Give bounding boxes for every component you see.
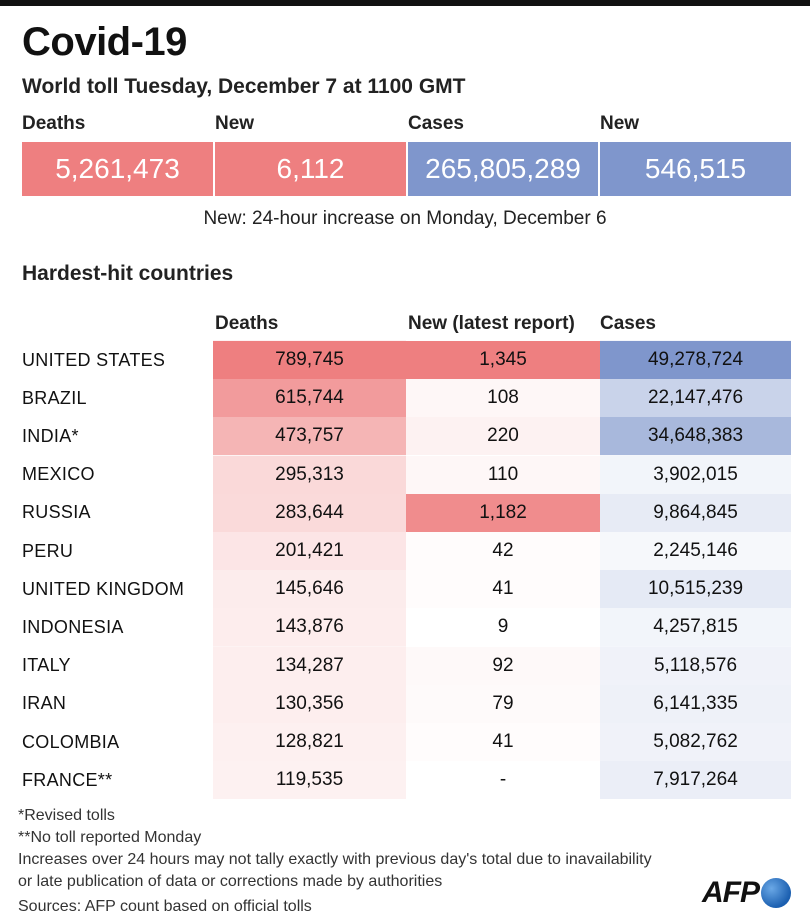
deaths-cell: 143,876: [213, 608, 406, 647]
page-subtitle: World toll Tuesday, December 7 at 1100 G…: [22, 75, 466, 98]
deaths-cell: 201,421: [213, 532, 406, 570]
deaths-cell: 130,356: [213, 684, 406, 723]
summary-new-deaths-box: 6,112: [215, 142, 406, 196]
country-name: UNITED STATES: [22, 349, 166, 370]
footnote-increases-1: Increases over 24 hours may not tally ex…: [18, 851, 652, 868]
table-row: IRAN 130,356 79 6,141,335: [0, 684, 810, 723]
country-name: PERU: [22, 540, 74, 561]
new-deaths-cell: 110: [406, 455, 600, 494]
country-name: BRAZIL: [22, 387, 87, 408]
afp-logo-text: AFP: [702, 876, 760, 909]
summary-cases-box: 265,805,289: [408, 142, 598, 196]
deaths-cell: 283,644: [213, 493, 406, 532]
country-name: MEXICO: [22, 464, 95, 485]
summary-new-cases-value: 546,515: [644, 153, 747, 184]
country-name: ITALY: [22, 655, 71, 676]
table-row: INDONESIA 143,876 9 4,257,815: [0, 608, 810, 647]
footnote-no-toll: **No toll reported Monday: [18, 829, 202, 846]
page-title: Covid-19: [22, 20, 187, 64]
deaths-cell: 789,745: [213, 341, 406, 379]
new-deaths-cell: 92: [406, 646, 600, 685]
new-deaths-cell: 41: [406, 570, 600, 609]
summary-new-cases-box: 546,515: [600, 142, 791, 196]
country-name: COLOMBIA: [22, 731, 120, 752]
country-name: FRANCE**: [22, 769, 113, 790]
table-row: INDIA* 473,757 220 34,648,383: [0, 417, 810, 456]
new-deaths-cell: 1,182: [406, 493, 600, 532]
country-name: UNITED KINGDOM: [22, 578, 185, 599]
cases-cell: 22,147,476: [600, 379, 791, 418]
afp-globe-icon: [761, 878, 791, 908]
new-deaths-cell: -: [499, 769, 507, 791]
new-deaths-cell: 9: [497, 616, 509, 638]
new-deaths-cell: 42: [406, 532, 600, 570]
deaths-cell: 128,821: [213, 723, 406, 761]
country-name: INDONESIA: [22, 616, 124, 637]
deaths-cell: 615,744: [213, 379, 406, 418]
table-row: FRANCE** 119,535 - 7,917,264: [0, 761, 810, 800]
country-name: RUSSIA: [22, 502, 91, 523]
section-title: Hardest-hit countries: [22, 262, 234, 285]
summary-deaths-value: 5,261,473: [55, 153, 180, 184]
deaths-cell: 119,535: [213, 761, 406, 800]
top-rule: [0, 0, 810, 6]
summary-new-deaths-label: New: [215, 113, 255, 134]
footnote-sources: Sources: AFP count based on official tol…: [18, 898, 312, 915]
deaths-cell: 295,313: [213, 455, 406, 494]
cases-cell: 9,864,845: [600, 493, 791, 532]
summary-note: New: 24-hour increase on Monday, Decembe…: [203, 208, 607, 229]
cases-cell: 34,648,383: [600, 417, 791, 456]
table-row: BRAZIL 615,744 108 22,147,476: [0, 379, 810, 418]
new-deaths-cell: 79: [406, 684, 600, 723]
deaths-cell: 134,287: [213, 646, 406, 685]
footnote-revised: *Revised tolls: [18, 807, 115, 824]
summary-cases-value: 265,805,289: [425, 153, 581, 184]
summary-deaths-label: Deaths: [22, 113, 86, 134]
table-row: RUSSIA 283,644 1,182 9,864,845: [0, 493, 810, 532]
cases-cell: 49,278,724: [600, 341, 791, 379]
summary-new-cases-label: New: [600, 113, 640, 134]
cases-cell: 3,902,015: [600, 455, 791, 494]
summary-cases-label: Cases: [408, 113, 464, 134]
new-deaths-cell: 1,345: [406, 341, 600, 379]
new-deaths-cell: 220: [406, 417, 600, 456]
cases-cell: 7,917,264: [600, 761, 791, 800]
summary-deaths-box: 5,261,473: [22, 142, 213, 196]
table-row: PERU 201,421 42 2,245,146: [0, 532, 810, 570]
table-row: UNITED KINGDOM 145,646 41 10,515,239: [0, 570, 810, 609]
table-row: ITALY 134,287 92 5,118,576: [0, 646, 810, 685]
cases-cell: 4,257,815: [600, 608, 791, 647]
cases-cell: 5,082,762: [600, 723, 791, 761]
country-name: IRAN: [22, 693, 67, 714]
cases-cell: 2,245,146: [600, 532, 791, 570]
header-new: New (latest report): [408, 313, 575, 334]
afp-logo: AFP: [702, 876, 791, 910]
new-deaths-cell: 41: [406, 723, 600, 761]
table-row: COLOMBIA 128,821 41 5,082,762: [0, 723, 810, 761]
cases-cell: 10,515,239: [600, 570, 791, 609]
cases-cell: 5,118,576: [600, 646, 791, 685]
header-cases: Cases: [600, 313, 656, 334]
cases-cell: 6,141,335: [600, 684, 791, 723]
table-row: MEXICO 295,313 110 3,902,015: [0, 455, 810, 494]
summary-new-deaths-value: 6,112: [276, 153, 345, 184]
new-deaths-cell: 108: [406, 379, 600, 418]
footnote-increases-2: or late publication of data or correctio…: [18, 873, 443, 890]
table-row: UNITED STATES 789,745 1,345 49,278,724: [0, 341, 810, 379]
deaths-cell: 473,757: [213, 417, 406, 456]
deaths-cell: 145,646: [213, 570, 406, 609]
header-deaths: Deaths: [215, 313, 279, 334]
country-name: INDIA*: [22, 425, 79, 446]
